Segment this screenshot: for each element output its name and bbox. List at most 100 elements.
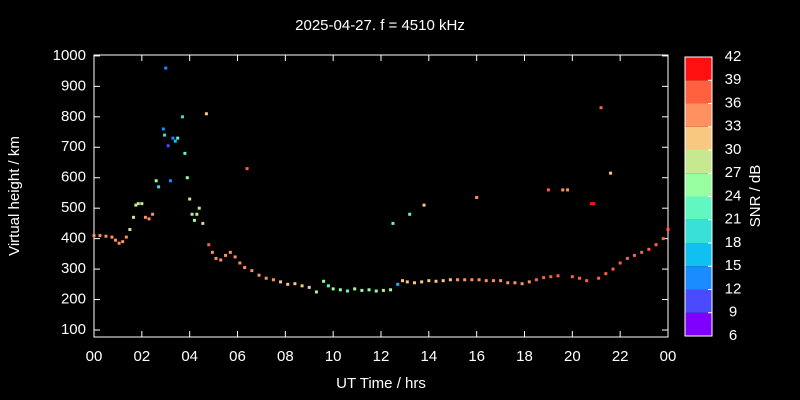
colorbar-band <box>685 173 712 197</box>
plot-frame <box>93 54 669 338</box>
colorbar-band <box>685 57 712 81</box>
data-point <box>279 280 283 284</box>
colorbar-band <box>685 103 712 127</box>
data-point <box>166 144 170 148</box>
data-point <box>405 280 409 284</box>
data-point <box>140 202 144 206</box>
data-point <box>271 278 275 282</box>
data-point <box>360 288 364 292</box>
data-point <box>448 278 452 282</box>
data-point <box>578 276 582 280</box>
data-point <box>434 279 438 283</box>
data-point <box>322 279 326 283</box>
x-tick-label: 10 <box>325 348 342 365</box>
data-point <box>117 241 121 245</box>
data-point <box>396 282 400 286</box>
data-point <box>210 250 214 254</box>
data-point <box>104 234 108 238</box>
data-point <box>338 288 342 292</box>
data-point <box>463 278 467 282</box>
colorbar-tick-label: 12 <box>725 280 742 297</box>
data-point <box>647 247 651 251</box>
data-point <box>92 234 96 238</box>
data-point <box>243 266 247 270</box>
data-point <box>128 227 132 231</box>
colorbar-label: SNR / dB <box>747 165 764 228</box>
data-point <box>233 255 237 259</box>
data-point <box>250 269 254 273</box>
colorbar-band <box>685 289 712 313</box>
data-point <box>190 212 194 216</box>
data-point <box>589 202 593 206</box>
x-tick-label: 12 <box>373 348 390 365</box>
x-tick-label: 16 <box>468 348 485 365</box>
data-point <box>326 284 330 288</box>
data-point <box>566 188 570 192</box>
data-point <box>286 282 290 286</box>
data-point <box>143 215 147 219</box>
data-point <box>527 280 531 284</box>
colorbar-band <box>685 219 712 243</box>
colorbar-band <box>685 266 712 290</box>
data-point <box>238 261 242 265</box>
data-point <box>180 115 184 119</box>
colorbar-tick-label: 36 <box>725 94 742 111</box>
colorbar-band <box>685 150 712 174</box>
x-tick-label: 14 <box>420 348 437 365</box>
data-point <box>314 290 318 294</box>
data-point <box>666 227 670 231</box>
data-point <box>151 212 155 216</box>
data-point <box>374 289 378 293</box>
data-point <box>224 253 228 257</box>
colorbar-tick-label: 9 <box>729 304 737 321</box>
data-point <box>257 273 261 277</box>
data-point <box>245 167 249 171</box>
data-point <box>549 275 553 279</box>
data-point <box>147 217 151 221</box>
data-point <box>134 203 138 207</box>
data-point <box>98 234 102 238</box>
data-point <box>561 188 565 192</box>
data-point <box>475 196 479 200</box>
data-point <box>381 288 385 292</box>
data-point <box>422 203 426 207</box>
colorbar-tick-label: 42 <box>725 48 742 65</box>
colorbar-tick-label: 21 <box>725 211 742 228</box>
data-point <box>157 185 161 189</box>
data-point <box>609 171 613 175</box>
data-point <box>534 278 538 282</box>
colorbar-tick-label: 24 <box>725 187 742 204</box>
data-point <box>412 281 416 285</box>
x-tick-label: 04 <box>181 348 198 365</box>
data-point <box>592 202 596 206</box>
data-point <box>121 240 125 244</box>
data-point <box>477 278 481 282</box>
y-tick-label: 300 <box>61 260 86 277</box>
data-point <box>204 112 208 116</box>
data-point <box>604 272 608 276</box>
colorbar-band <box>685 243 712 267</box>
data-point <box>264 276 268 280</box>
colorbar-tick-label: 15 <box>725 257 742 274</box>
data-point <box>491 279 495 283</box>
data-point <box>353 287 357 291</box>
data-point <box>173 139 177 143</box>
data-point <box>456 278 460 282</box>
data-point <box>640 250 644 254</box>
data-point <box>597 276 601 280</box>
data-point <box>556 274 560 278</box>
data-point <box>169 179 173 183</box>
data-point <box>195 212 199 216</box>
data-point <box>131 215 135 219</box>
data-point <box>470 278 474 282</box>
data-point <box>114 238 118 242</box>
y-tick-label: 100 <box>61 321 86 338</box>
x-tick-label: 06 <box>229 348 246 365</box>
data-point <box>599 106 603 110</box>
data-point <box>185 176 189 180</box>
x-tick-label: 22 <box>612 348 629 365</box>
data-point <box>293 282 297 286</box>
data-point <box>401 279 405 283</box>
y-tick-label: 600 <box>61 169 86 186</box>
data-point <box>408 212 412 216</box>
